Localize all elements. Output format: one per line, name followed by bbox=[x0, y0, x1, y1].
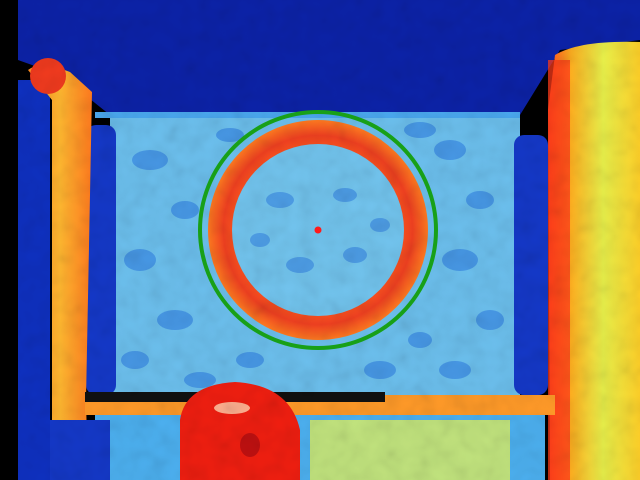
detected-circle-center bbox=[314, 226, 322, 234]
detected-circle-outline bbox=[198, 110, 438, 350]
